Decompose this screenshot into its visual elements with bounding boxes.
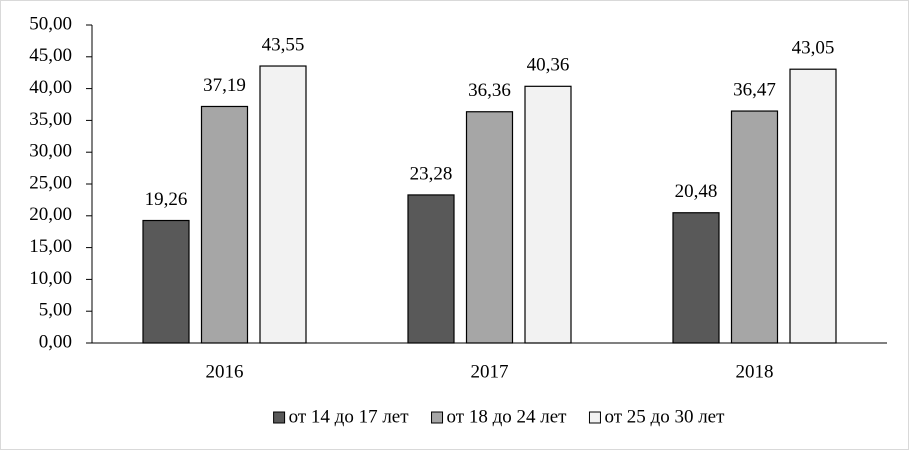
y-tick-label: 5,00 (39, 300, 72, 321)
x-tick-label: 2016 (206, 361, 244, 382)
legend-label: от 25 до 30 лет (604, 406, 725, 427)
data-label: 43,55 (262, 34, 305, 55)
data-label: 40,36 (527, 55, 570, 76)
data-label: 37,19 (203, 75, 246, 96)
y-tick-label: 35,00 (29, 109, 72, 130)
bar (200, 105, 249, 344)
data-label: 23,28 (410, 163, 453, 184)
y-tick-label: 45,00 (29, 45, 72, 66)
y-tick-label: 15,00 (29, 236, 72, 257)
y-tick-label: 10,00 (29, 268, 72, 289)
legend-label: от 14 до 17 лет (289, 406, 410, 427)
legend-swatch (273, 411, 286, 424)
bar (672, 212, 720, 344)
bar (465, 111, 514, 344)
bar (789, 68, 837, 344)
legend-swatch (431, 411, 444, 424)
y-tick-label: 40,00 (29, 77, 72, 98)
bar (730, 110, 779, 344)
y-tick-label: 0,00 (39, 331, 72, 352)
y-tick-label: 20,00 (29, 204, 72, 225)
legend-swatch (588, 411, 601, 424)
bar (524, 85, 572, 344)
bar (407, 194, 455, 344)
data-label: 19,26 (145, 189, 188, 210)
x-tick-label: 2018 (736, 361, 774, 382)
x-tick-label: 2017 (471, 361, 509, 382)
y-tick-label: 30,00 (29, 141, 72, 162)
y-tick-label: 50,00 (29, 13, 72, 34)
data-label: 36,36 (468, 80, 511, 101)
legend-label: от 18 до 24 лет (447, 406, 568, 427)
data-label: 36,47 (733, 79, 776, 100)
bar (259, 65, 307, 344)
data-label: 20,48 (675, 181, 718, 202)
y-tick-label: 25,00 (29, 172, 72, 193)
data-label: 43,05 (792, 38, 835, 59)
bar (142, 219, 190, 344)
